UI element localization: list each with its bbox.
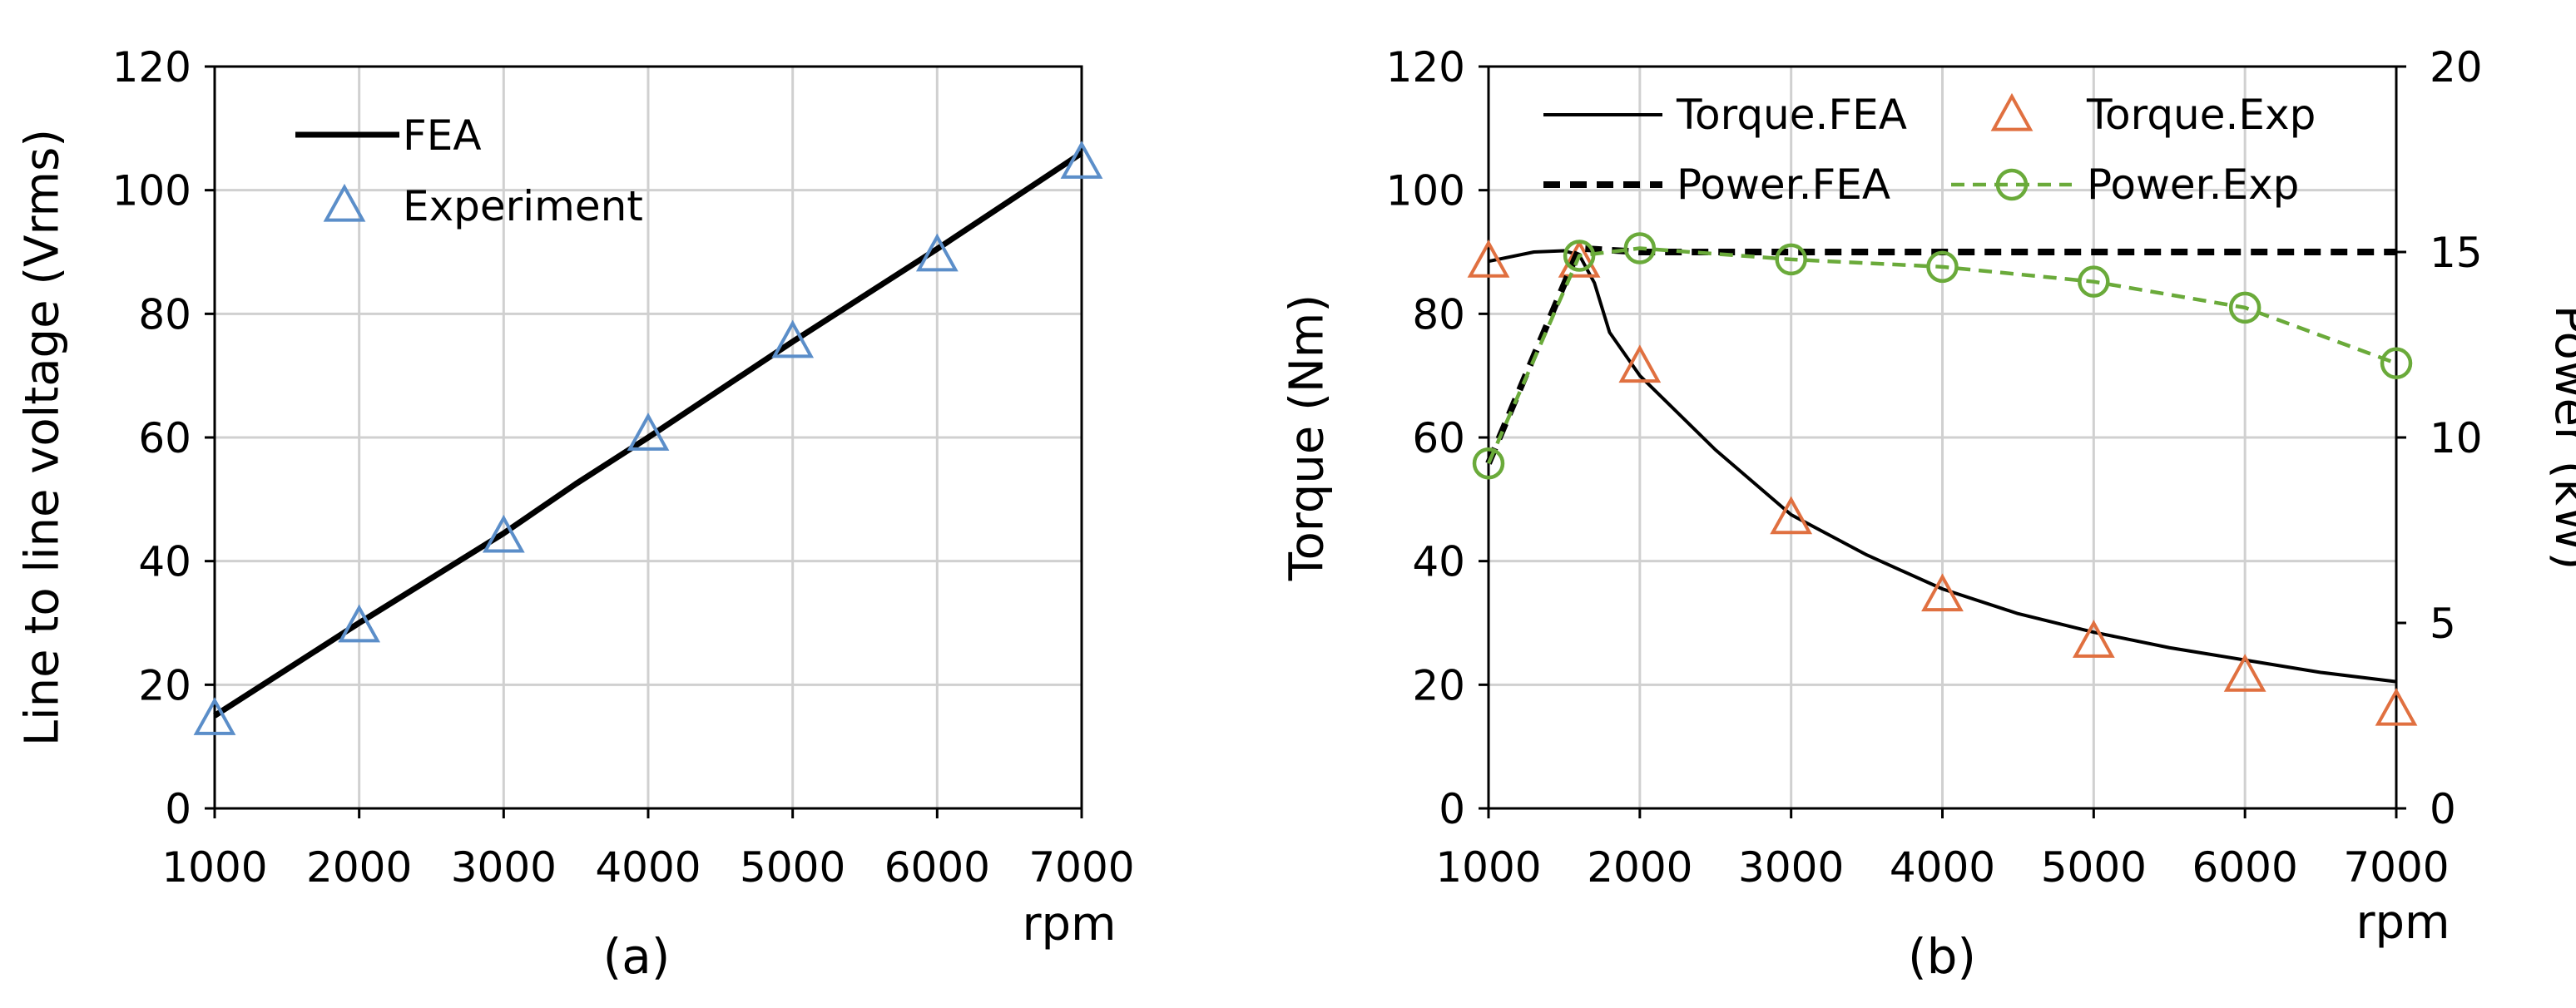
marker-experiment [915,233,959,272]
y-tick-label: 120 [1386,43,1465,91]
legend-label: Power.Exp [2087,161,2299,209]
y-tick-label: 20 [138,661,191,709]
y-tick-label: 20 [1412,661,1465,709]
marker-torque-exp [1467,240,1510,278]
x-tick-label: 1000 [1435,843,1541,892]
x-tick-label: 6000 [884,843,990,892]
y-tick-label: 60 [138,414,191,462]
x-tick-label: 4000 [595,843,701,892]
marker-power-exp [1472,447,1505,480]
marker-torque-exp [2072,620,2115,658]
marker-torque-exp [1921,573,1964,612]
y-tick-label: 40 [1412,538,1465,586]
legend-swatch-experiment [323,183,366,222]
x-tick-label: 4000 [1890,843,1995,892]
y-tick-label: 80 [138,290,191,338]
y-axis-label: Torque (Nm) [1281,294,1335,581]
marker-power-exp [2228,291,2261,324]
legend-swatch-torque-exp [1990,92,2034,131]
panel-label: (b) [1908,928,1976,985]
y-tick-label: 60 [1412,414,1465,462]
legend-label: Power.FEA [1677,161,1890,209]
marker-torque-exp [2223,654,2266,692]
marker-torque-exp [2375,687,2418,726]
marker-power-exp [2380,347,2413,380]
y-tick-label: 0 [1439,785,1465,833]
marker-power-exp [1926,250,1959,284]
y-tick-label: 120 [112,43,191,91]
x-tick-label: 2000 [306,843,412,892]
legend-label: FEA [403,111,482,160]
series-line-fea [213,151,1083,719]
y-tick-label: 100 [1386,167,1465,215]
y-axis-label: Line to line voltage (Vrms) [16,129,70,746]
legend: Torque.FEA Torque.Exp Power.FEA Power.Exp [1543,91,2316,209]
y2-tick-label: 20 [2430,43,2483,91]
x-tick-label: 3000 [451,843,557,892]
y2-tick-label: 15 [2430,229,2483,277]
y2-tick-label: 0 [2430,785,2456,833]
marker-experiment [482,514,525,553]
x-tick-label: 2000 [1587,843,1692,892]
marker-experiment [627,413,670,451]
panel-label: (a) [603,928,671,985]
marker-experiment [193,697,236,735]
marker-experiment [1060,141,1103,179]
x-tick-label: 5000 [2041,843,2147,892]
x-tick-label: 3000 [1738,843,1844,892]
legend-label: Experiment [403,182,643,230]
marker-experiment [338,604,381,643]
legend-label: Torque.Exp [2086,91,2316,139]
y-tick-label: 80 [1412,290,1465,338]
x-tick-label: 6000 [2192,843,2298,892]
marker-torque-exp [1770,496,1813,535]
marker-power-exp [2078,265,2110,298]
x-axis-label: rpm [1022,897,1116,951]
y-tick-label: 100 [112,167,191,215]
x-tick-label: 7000 [2343,843,2449,892]
y2-axis-label: Power (kW) [2544,305,2576,571]
chart-a-voltage: 0 20 40 60 80 100 120 1000 2000 3000 4000 5000 6000 7… [16,43,1135,985]
marker-power-exp [1623,232,1657,264]
legend: FEA Experiment [295,111,643,230]
x-tick-label: 7000 [1028,843,1134,892]
x-tick-label: 5000 [740,843,845,892]
marker-torque-exp [1618,344,1662,383]
y-tick-label: 40 [138,538,191,586]
x-tick-label: 1000 [161,843,267,892]
legend-swatch-power-exp [1995,168,2029,201]
y2-tick-label: 5 [2430,600,2456,648]
series-line-power-exp [1486,246,2397,465]
marker-power-exp [1563,240,1596,272]
marker-power-exp [1775,243,1807,276]
legend-label: Torque.FEA [1676,91,1907,139]
series-line-power-fea [1485,245,2396,465]
marker-torque-exp [1558,240,1601,278]
y-tick-label: 0 [165,785,191,833]
y2-tick-label: 10 [2430,414,2483,462]
x-axis-label: rpm [2356,896,2450,950]
marker-experiment [771,319,815,358]
